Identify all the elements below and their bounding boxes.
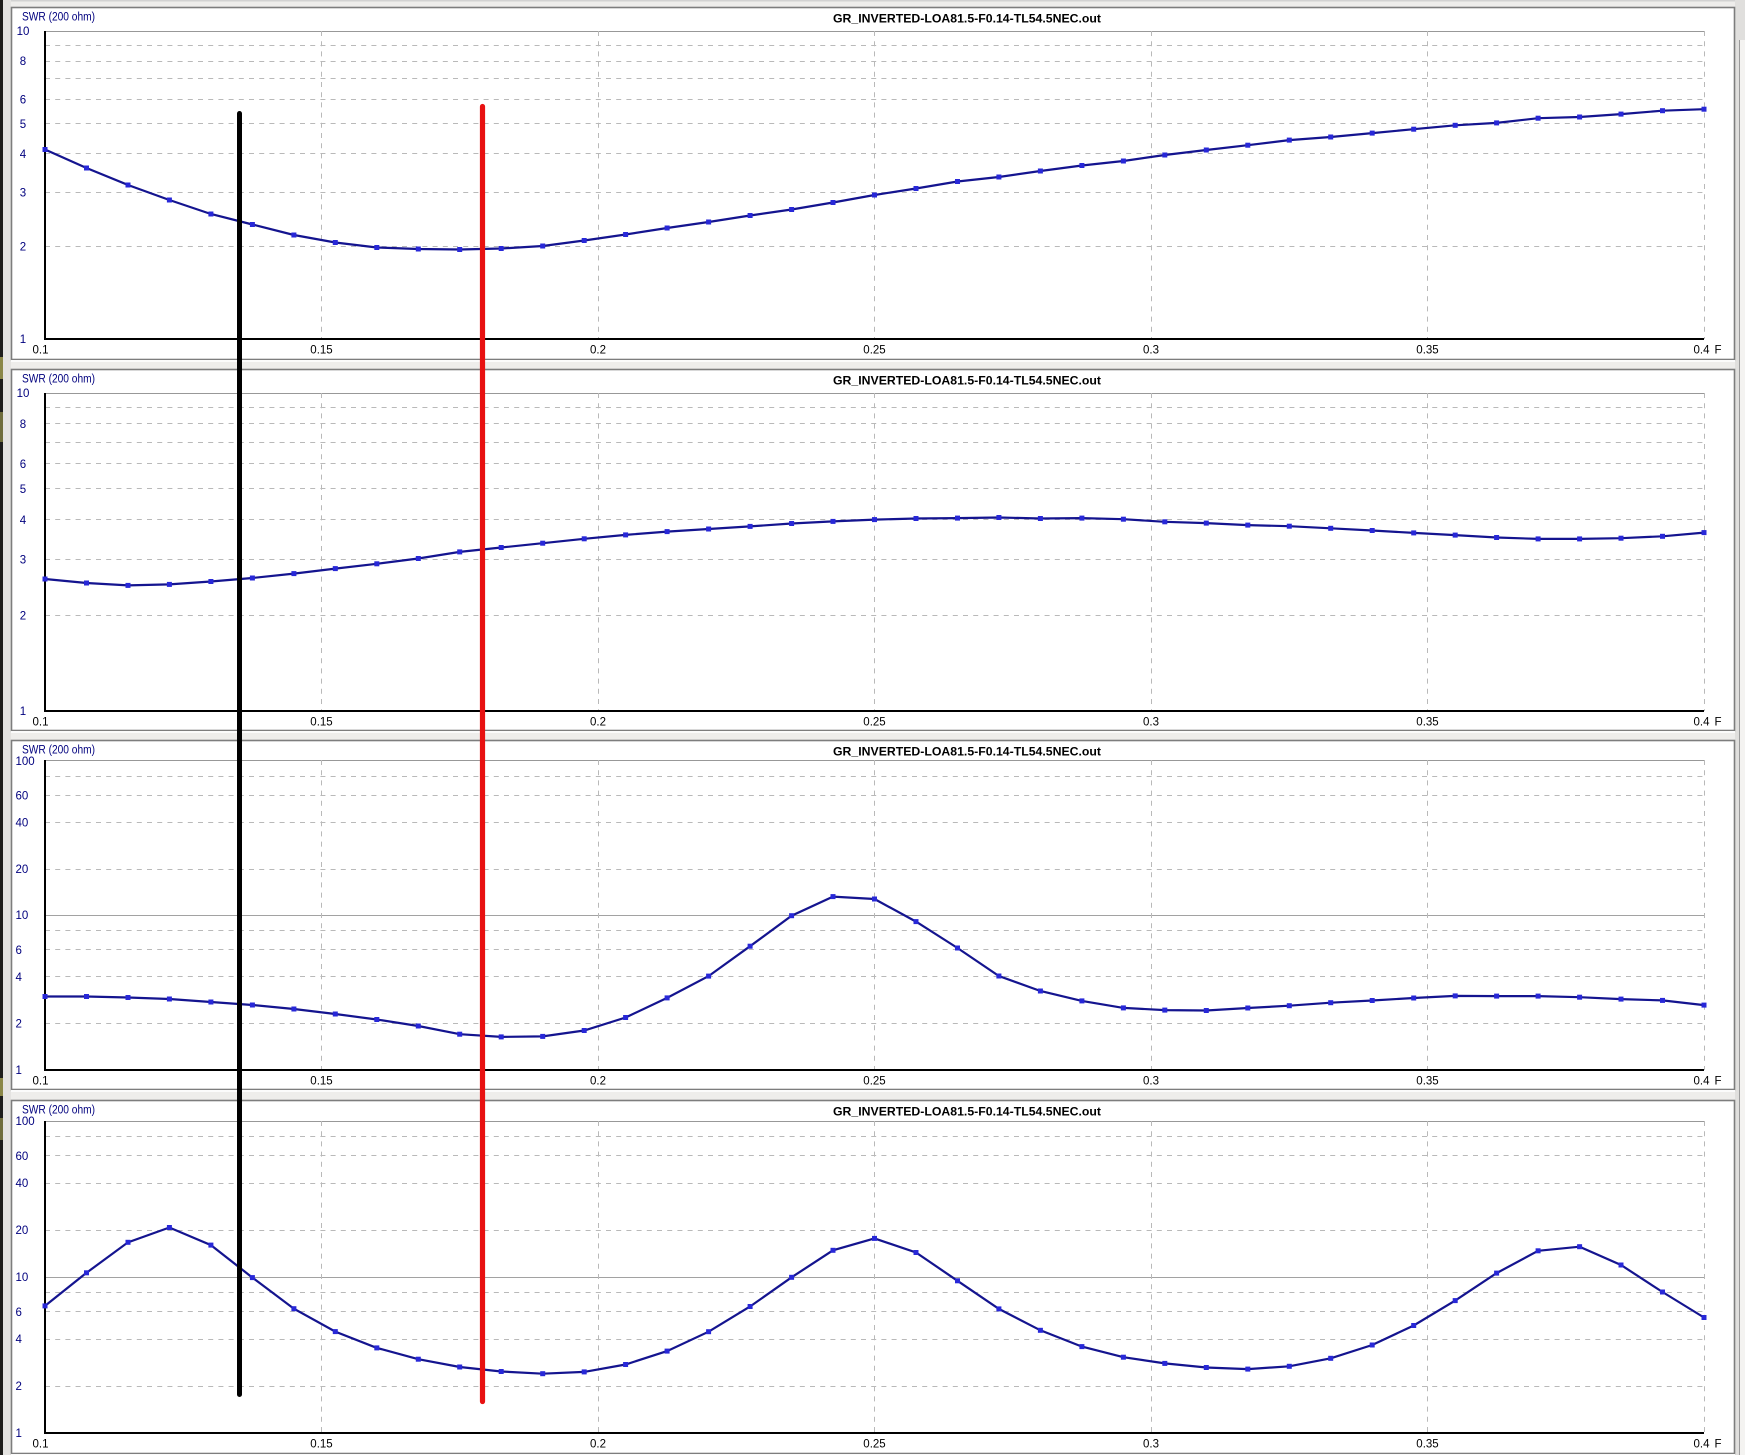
svg-text:SWR (200 ohm): SWR (200 ohm) <box>22 12 95 24</box>
svg-text:1: 1 <box>20 706 26 718</box>
svg-text:0.1: 0.1 <box>33 717 49 729</box>
svg-text:SWR (200 ohm): SWR (200 ohm) <box>22 374 95 386</box>
svg-text:2: 2 <box>20 242 26 254</box>
svg-text:F: F <box>1715 345 1722 357</box>
svg-text:1: 1 <box>20 334 26 346</box>
svg-text:0.3: 0.3 <box>1143 345 1159 357</box>
svg-text:60: 60 <box>16 1151 29 1163</box>
svg-text:20: 20 <box>16 864 29 876</box>
svg-text:0.35: 0.35 <box>1416 1439 1438 1451</box>
svg-text:8: 8 <box>20 419 26 431</box>
svg-text:0.2: 0.2 <box>590 1076 606 1088</box>
svg-text:8: 8 <box>20 56 26 68</box>
svg-text:0.25: 0.25 <box>863 1076 885 1088</box>
svg-text:0.25: 0.25 <box>863 345 885 357</box>
svg-text:F: F <box>1715 717 1722 729</box>
svg-text:60: 60 <box>16 791 29 803</box>
svg-text:0.4: 0.4 <box>1694 1076 1711 1088</box>
svg-text:0.35: 0.35 <box>1416 717 1438 729</box>
svg-text:1: 1 <box>16 1065 22 1077</box>
svg-text:0.35: 0.35 <box>1416 1076 1438 1088</box>
svg-text:0.1: 0.1 <box>33 345 49 357</box>
svg-text:0.1: 0.1 <box>33 1076 49 1088</box>
svg-text:10: 10 <box>17 388 30 400</box>
svg-text:5: 5 <box>20 119 26 131</box>
svg-text:GR_INVERTED-LOA81.5-F0.14-TL54: GR_INVERTED-LOA81.5-F0.14-TL54.5NEC.out <box>833 1105 1101 1119</box>
svg-text:0.35: 0.35 <box>1416 345 1438 357</box>
svg-text:0.25: 0.25 <box>863 1439 885 1451</box>
svg-text:GR_INVERTED-LOA81.5-F0.14-TL54: GR_INVERTED-LOA81.5-F0.14-TL54.5NEC.out <box>833 12 1101 26</box>
svg-text:100: 100 <box>16 756 35 768</box>
svg-text:40: 40 <box>16 817 29 829</box>
svg-text:F: F <box>1715 1439 1722 1451</box>
svg-text:40: 40 <box>16 1178 29 1190</box>
svg-text:0.1: 0.1 <box>33 1439 49 1451</box>
svg-text:0.2: 0.2 <box>590 1439 606 1451</box>
svg-text:0.15: 0.15 <box>310 1076 332 1088</box>
svg-text:6: 6 <box>20 95 26 107</box>
svg-text:0.4: 0.4 <box>1694 345 1711 357</box>
svg-text:2: 2 <box>16 1019 22 1031</box>
svg-text:0.3: 0.3 <box>1143 717 1159 729</box>
svg-text:6: 6 <box>16 1307 22 1319</box>
svg-text:F: F <box>1715 1076 1722 1088</box>
svg-text:0.2: 0.2 <box>590 717 606 729</box>
svg-text:4: 4 <box>20 149 27 161</box>
svg-text:5: 5 <box>20 484 26 496</box>
svg-text:2: 2 <box>16 1381 22 1393</box>
svg-text:4: 4 <box>16 1334 23 1346</box>
svg-text:6: 6 <box>20 459 26 471</box>
svg-text:6: 6 <box>16 945 22 957</box>
svg-text:10: 10 <box>16 1272 29 1284</box>
svg-text:10: 10 <box>17 26 30 38</box>
svg-text:100: 100 <box>16 1116 35 1128</box>
svg-text:0.4: 0.4 <box>1694 1439 1711 1451</box>
svg-text:4: 4 <box>16 972 23 984</box>
svg-text:0.3: 0.3 <box>1143 1439 1159 1451</box>
svg-text:0.3: 0.3 <box>1143 1076 1159 1088</box>
svg-text:3: 3 <box>20 187 26 199</box>
svg-text:0.15: 0.15 <box>310 345 332 357</box>
svg-text:0.2: 0.2 <box>590 345 606 357</box>
svg-text:GR_INVERTED-LOA81.5-F0.14-TL54: GR_INVERTED-LOA81.5-F0.14-TL54.5NEC.out <box>833 374 1101 388</box>
svg-text:0.15: 0.15 <box>310 1439 332 1451</box>
svg-text:20: 20 <box>16 1225 29 1237</box>
svg-text:0.25: 0.25 <box>863 717 885 729</box>
svg-text:1: 1 <box>16 1428 22 1440</box>
svg-text:10: 10 <box>16 910 29 922</box>
svg-text:0.15: 0.15 <box>310 717 332 729</box>
svg-text:GR_INVERTED-LOA81.5-F0.14-TL54: GR_INVERTED-LOA81.5-F0.14-TL54.5NEC.out <box>833 745 1101 759</box>
svg-text:SWR (200 ohm): SWR (200 ohm) <box>22 1105 95 1117</box>
svg-text:3: 3 <box>20 555 26 567</box>
svg-text:2: 2 <box>20 611 26 623</box>
svg-text:SWR (200 ohm): SWR (200 ohm) <box>22 745 95 757</box>
svg-text:0.4: 0.4 <box>1694 717 1711 729</box>
svg-text:4: 4 <box>20 515 27 527</box>
